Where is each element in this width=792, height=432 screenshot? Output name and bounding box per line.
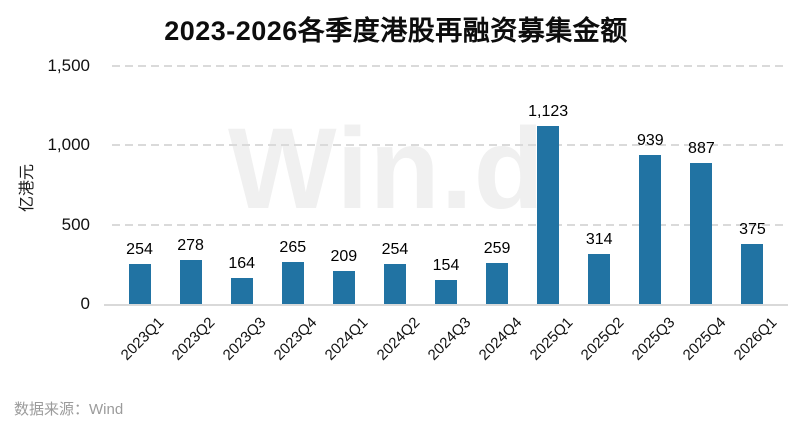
bar-column: 1,123 2025Q1 <box>523 66 576 364</box>
bar <box>128 264 151 304</box>
bar <box>690 163 713 304</box>
x-axis-label: 2023Q1 <box>117 314 168 364</box>
x-axis-label: 2025Q2 <box>577 314 628 364</box>
x-axis-label: 2024Q1 <box>322 314 372 364</box>
bar-column: 154 2024Q3 <box>420 66 474 364</box>
bar-column: 164 2023Q3 <box>216 66 270 364</box>
x-axis-label: 2024Q3 <box>424 314 475 364</box>
bar <box>741 244 764 304</box>
bar <box>179 260 202 304</box>
bar <box>486 263 509 304</box>
plot-area <box>104 65 788 306</box>
bar-column: 254 2024Q2 <box>369 66 423 364</box>
bar-value-label: 887 <box>688 140 715 157</box>
x-axis-label: 2023Q3 <box>219 314 270 364</box>
gridline <box>112 65 788 67</box>
bar-column: 254 2023Q1 <box>114 66 168 364</box>
bar-column: 265 2023Q4 <box>267 66 321 364</box>
data-source: 数据来源：Wind <box>14 401 124 418</box>
bar-column: 939 2025Q3 <box>625 66 679 364</box>
bar-value-label: 278 <box>177 237 204 254</box>
bar-column: 209 2024Q1 <box>318 66 372 364</box>
bar <box>230 278 253 304</box>
x-axis-label: 2026Q1 <box>730 314 781 364</box>
wind-watermark: Win.d <box>228 105 545 233</box>
bar-column: 887 2025Q4 <box>676 66 730 364</box>
x-axis-label: 2025Q3 <box>628 314 679 364</box>
x-axis-label: 2025Q4 <box>679 314 730 364</box>
gridline <box>112 144 788 147</box>
bar-value-label: 154 <box>432 257 460 274</box>
bar-value-label: 254 <box>381 241 409 258</box>
bar-value-label: 1,123 <box>528 103 569 120</box>
bar-value-label: 259 <box>483 240 511 257</box>
y-tick-label: 1,000 <box>47 135 90 155</box>
bars-layer: 254 2023Q1 278 2023Q2 164 2023Q3 265 2023Q4 209 2… <box>114 66 781 364</box>
x-axis-label: 2025Q1 <box>526 314 577 364</box>
x-axis-label: 2024Q4 <box>475 314 526 364</box>
bar-column: 314 2025Q2 <box>574 66 627 364</box>
bar <box>332 271 355 304</box>
bar <box>435 280 457 304</box>
y-tick-label: 0 <box>80 294 90 313</box>
x-axis-label: 2024Q2 <box>373 314 423 364</box>
y-tick-label: 1,500 <box>47 56 90 75</box>
x-axis-label: 2023Q2 <box>168 314 219 364</box>
bar-value-label: 939 <box>636 132 664 149</box>
chart-title: 2023-2026各季度港股再融资募集金额 <box>164 16 628 46</box>
bar <box>588 254 611 304</box>
bar-column: 278 2023Q2 <box>165 66 219 364</box>
x-axis-label: 2023Q4 <box>271 314 321 364</box>
bar-column: 259 2024Q4 <box>472 66 525 364</box>
bar-column: 375 2026Q1 <box>727 66 781 364</box>
gridline <box>112 223 788 226</box>
bar-value-label: 265 <box>279 239 307 256</box>
bar-value-label: 254 <box>126 241 153 258</box>
bar-value-label: 164 <box>228 255 256 272</box>
bar <box>639 155 662 304</box>
bar-value-label: 209 <box>330 248 358 265</box>
y-tick-label: 500 <box>61 214 90 234</box>
bar <box>281 262 304 304</box>
bar-value-label: 314 <box>585 231 613 248</box>
bar-value-label: 375 <box>739 221 766 238</box>
bar <box>383 264 406 304</box>
bar <box>537 126 560 304</box>
